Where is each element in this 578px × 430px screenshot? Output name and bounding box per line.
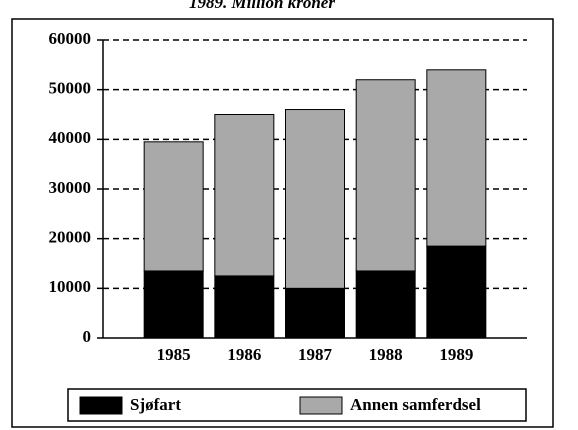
bar-segment — [214, 114, 275, 277]
legend-swatch — [79, 396, 123, 415]
x-tick-label: 1989 — [439, 345, 473, 364]
y-tick-label: 30000 — [49, 178, 92, 197]
y-tick-label: 40000 — [49, 128, 92, 147]
bar-segment — [285, 109, 345, 289]
legend-box — [67, 388, 527, 422]
x-tick-label: 1986 — [227, 345, 261, 364]
frame — [11, 18, 554, 428]
bar-segment — [285, 287, 345, 339]
legend-label: Annen samferdsel — [350, 395, 481, 414]
bar-segment — [355, 79, 416, 272]
x-tick-label: 1987 — [298, 345, 333, 364]
bar-segment — [426, 69, 487, 247]
x-tick-label: 1985 — [157, 345, 191, 364]
bar-segment — [143, 141, 204, 272]
bar-segment — [143, 270, 204, 339]
bar-segment — [214, 275, 275, 339]
y-tick-label: 20000 — [49, 228, 92, 247]
y-tick-label: 0 — [83, 327, 92, 346]
y-tick-label: 50000 — [49, 79, 92, 98]
bar-segment — [355, 270, 416, 339]
y-tick-label: 10000 — [49, 277, 92, 296]
x-tick-label: 1988 — [369, 345, 403, 364]
y-tick-label: 60000 — [49, 29, 92, 48]
chart-subtitle: 1989. Million kroner — [189, 0, 335, 12]
legend-swatch — [299, 396, 343, 415]
bar-segment — [426, 245, 487, 339]
legend-label: Sjøfart — [130, 395, 181, 414]
